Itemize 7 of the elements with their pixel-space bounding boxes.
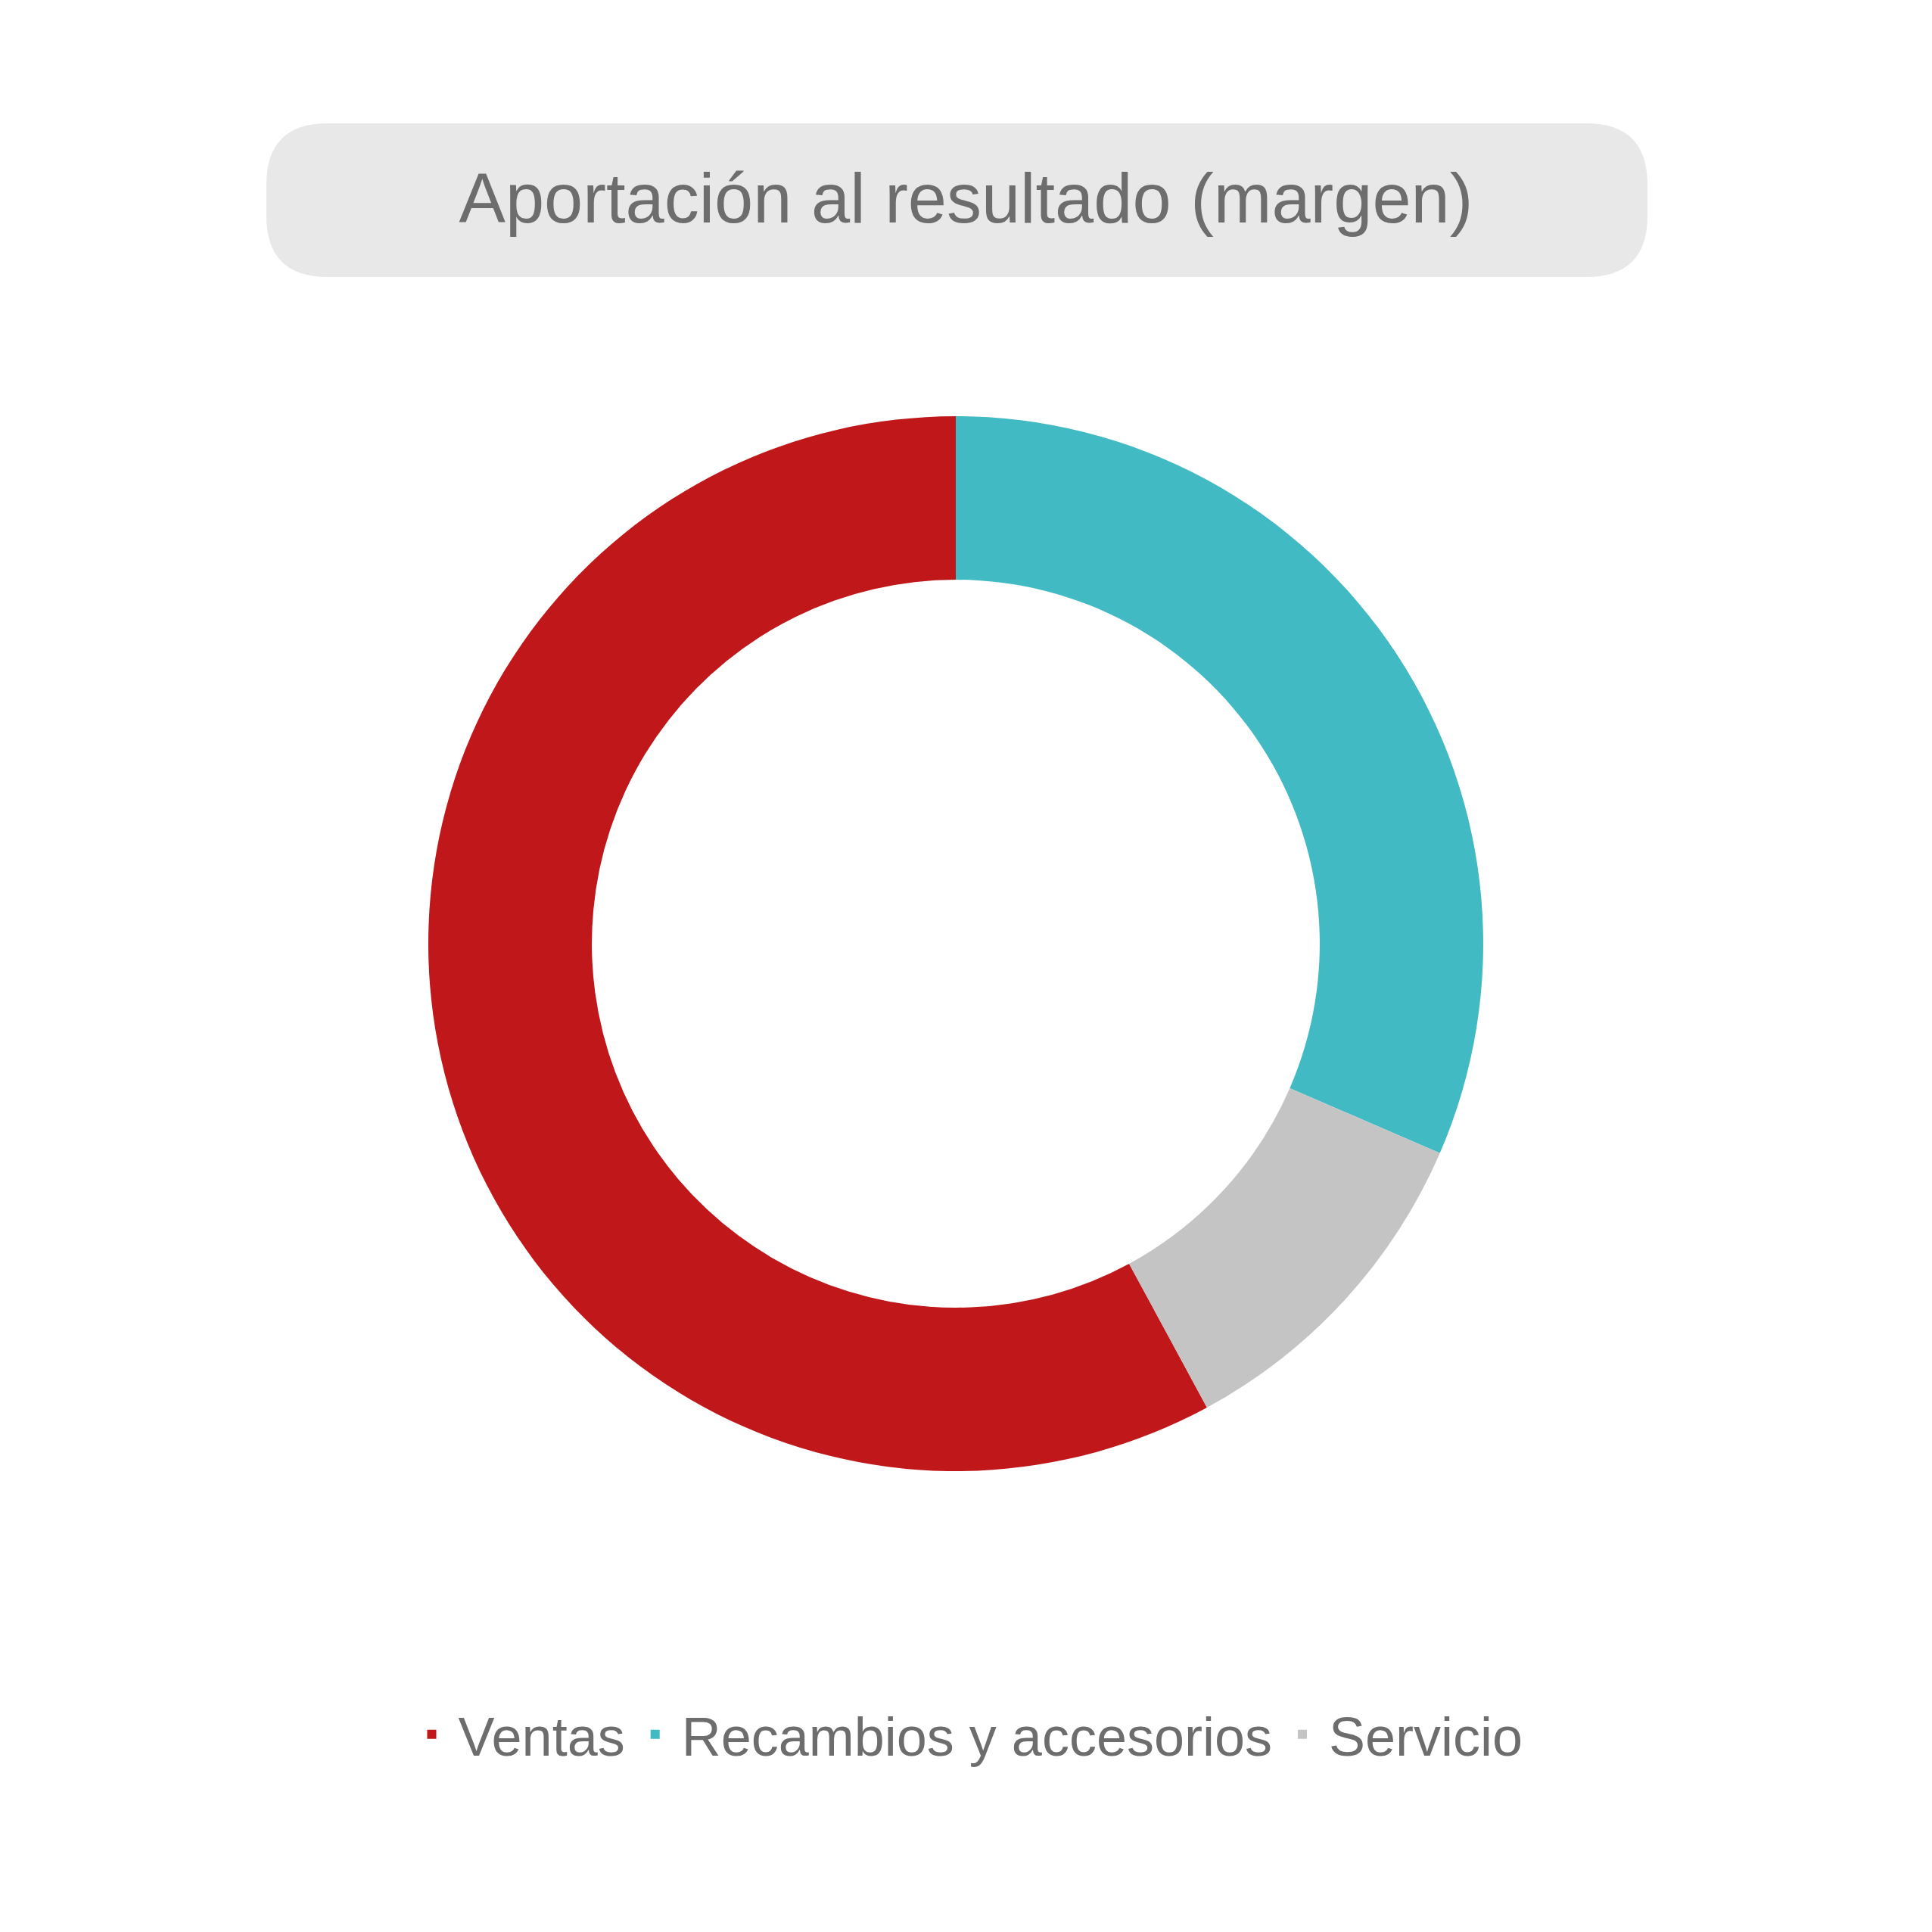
legend-label: Servicio	[1328, 1706, 1523, 1767]
legend-label: Ventas	[458, 1706, 625, 1767]
donut-slice	[428, 416, 1207, 1471]
donut-slice	[1129, 1088, 1440, 1408]
chart-title: Aportación al resultado (margen)	[459, 160, 1473, 238]
legend-label: Recambios y accesorios	[681, 1706, 1272, 1767]
donut-slice	[956, 416, 1483, 1153]
